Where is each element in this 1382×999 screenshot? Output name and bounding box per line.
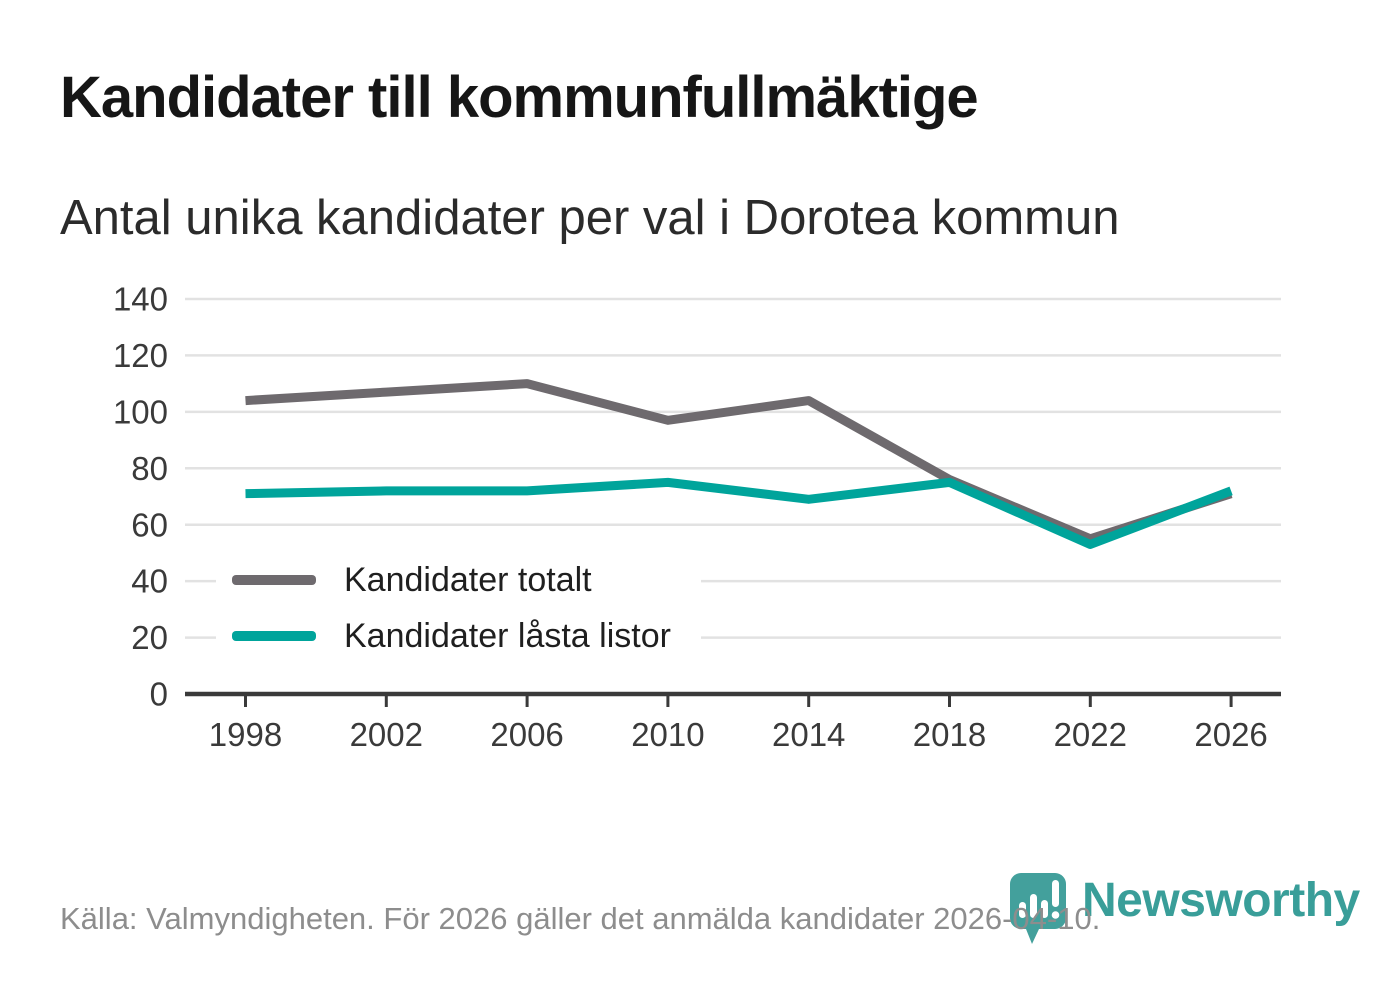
legend-swatch-teal-line — [232, 631, 316, 641]
y-axis-tick-label: 40 — [131, 563, 168, 600]
y-axis-tick-label: 140 — [113, 281, 168, 318]
legend-item-locked-lists: Kandidater låsta listor — [232, 616, 671, 656]
y-axis-tick-label: 80 — [131, 450, 168, 487]
y-axis-tick-label: 0 — [150, 676, 168, 713]
y-axis-tick-label: 120 — [113, 337, 168, 374]
series-line-kandidater-totalt — [245, 379, 1233, 544]
chart-subtitle: Antal unika kandidater per val i Dorotea… — [60, 191, 1120, 245]
series-line-kandidater-l-sta-listor — [245, 477, 1233, 549]
x-axis-tick-label: 2002 — [350, 716, 423, 753]
legend-item-total: Kandidater totalt — [232, 560, 671, 600]
line-chart: 0 20 40 60 80 100 120 140 1998 2002 2006 2010 2014 20… — [0, 280, 1382, 780]
x-axis-tick-label: 1998 — [209, 716, 282, 753]
x-axis-tick-label: 2014 — [772, 716, 845, 753]
x-axis-tick-label: 2022 — [1054, 716, 1127, 753]
newsworthy-logo: Newsworthy — [1008, 871, 1360, 947]
y-axis-tick-label: 20 — [131, 619, 168, 656]
legend-label: Kandidater låsta listor — [344, 617, 671, 655]
x-axis-tick-label: 2006 — [490, 716, 563, 753]
line-chart-canvas: 0 20 40 60 80 100 120 140 1998 2002 2006 2010 2014 20… — [113, 281, 1281, 753]
y-axis-tick-label: 100 — [113, 393, 168, 430]
x-axis-tick-label: 2010 — [631, 716, 704, 753]
page-title: Kandidater till kommunfullmäktige — [60, 65, 979, 130]
chart-legend: Kandidater totalt Kandidater låsta listo… — [216, 552, 701, 668]
bar-chart-pin-icon — [1010, 873, 1066, 944]
x-axis-tick-label: 2026 — [1194, 716, 1267, 753]
newsworthy-wordmark: Newsworthy — [1082, 874, 1360, 927]
y-axis-tick-label: 60 — [131, 506, 168, 543]
source-note: Källa: Valmyndigheten. För 2026 gäller d… — [60, 901, 1101, 936]
legend-label: Kandidater totalt — [344, 561, 592, 599]
x-axis-tick-label: 2018 — [913, 716, 986, 753]
legend-swatch-gray-line — [232, 575, 316, 585]
